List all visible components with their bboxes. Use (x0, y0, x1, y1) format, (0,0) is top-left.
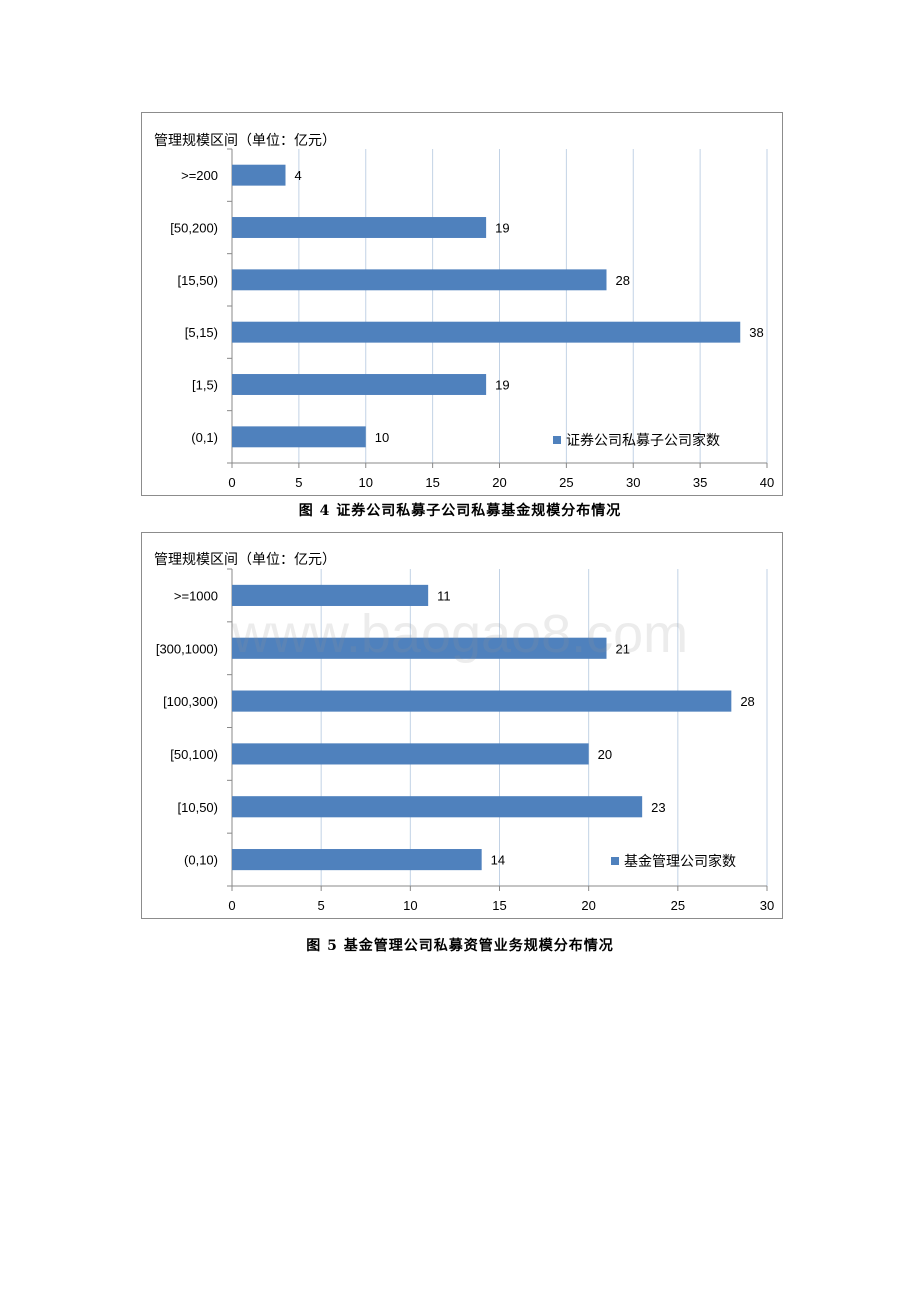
bar (232, 849, 482, 871)
x-tick-label: 5 (318, 898, 325, 913)
x-tick-label: 25 (559, 475, 573, 490)
x-tick-label: 15 (425, 475, 439, 490)
data-label: 28 (740, 694, 754, 709)
bar (232, 217, 487, 238)
x-tick-label: 10 (403, 898, 417, 913)
bar (232, 637, 607, 659)
data-label: 20 (598, 747, 612, 762)
bar (232, 743, 589, 765)
data-label: 4 (295, 168, 302, 183)
data-label: 23 (651, 800, 665, 815)
data-label: 11 (437, 588, 451, 603)
chart-title: 管理规模区间（单位：亿元） (154, 551, 336, 567)
bar (232, 164, 286, 186)
legend-swatch (553, 436, 561, 444)
bar (232, 269, 607, 291)
y-category-label: >=200 (181, 168, 218, 183)
chart-2-plot: 0 5 10 15 20 25 30 >=1000 11 [300,1000) 21 [100,300… (154, 551, 774, 913)
legend-label: 证券公司私募子公司家数 (566, 432, 720, 448)
legend-swatch (611, 857, 619, 865)
x-tick-label: 30 (760, 898, 774, 913)
bar (232, 426, 366, 448)
y-category-label: [15,50) (178, 273, 218, 288)
data-label: 19 (495, 221, 509, 236)
legend-label: 基金管理公司家数 (624, 853, 736, 869)
data-label: 38 (749, 325, 763, 340)
x-tick-label: 30 (626, 475, 640, 490)
y-category-label: [1,5) (192, 378, 218, 393)
y-category-label: (0,1) (191, 430, 218, 445)
x-tick-label: 15 (492, 898, 506, 913)
bar (232, 374, 487, 395)
chart-1-plot: 0 5 10 15 20 25 30 35 40 >=200 4 [50,200) 19 [15,50) 2… (154, 132, 774, 490)
y-category-label: [50,200) (170, 221, 218, 236)
bar (232, 584, 429, 606)
bar (232, 690, 732, 712)
y-category-label: >=1000 (174, 588, 218, 603)
data-label: 21 (616, 641, 630, 656)
chart-1-caption: 图 4 证券公司私募子公司私募基金规模分布情况 (298, 503, 622, 519)
y-category-label: [10,50) (178, 800, 218, 815)
data-label: 10 (375, 430, 389, 445)
x-tick-label: 25 (671, 898, 685, 913)
chart-2-caption: 图 5 基金管理公司私募资管业务规模分布情况 (306, 938, 614, 954)
y-category-label: [5,15) (185, 325, 218, 340)
data-label: 19 (495, 378, 509, 393)
x-tick-label: 5 (295, 475, 302, 490)
bar (232, 321, 741, 343)
x-tick-label: 0 (228, 475, 235, 490)
data-label: 28 (616, 273, 630, 288)
y-category-label: (0,10) (184, 853, 218, 868)
chart-1: 0 5 10 15 20 25 30 35 40 >=200 4 [50,200) 19 [15,50) 2… (141, 112, 783, 496)
y-category-label: [50,100) (170, 747, 218, 762)
x-tick-label: 40 (760, 475, 774, 490)
y-category-label: [300,1000) (156, 641, 218, 656)
data-label: 14 (491, 853, 505, 868)
bar (232, 796, 643, 818)
chart-2: 0 5 10 15 20 25 30 >=1000 11 [300,1000) 21 [100,300… (141, 532, 783, 919)
x-tick-label: 10 (359, 475, 373, 490)
x-tick-label: 20 (581, 898, 595, 913)
x-tick-label: 0 (228, 898, 235, 913)
x-tick-label: 20 (492, 475, 506, 490)
x-tick-label: 35 (693, 475, 707, 490)
chart-title: 管理规模区间（单位：亿元） (154, 132, 336, 148)
y-category-label: [100,300) (163, 694, 218, 709)
